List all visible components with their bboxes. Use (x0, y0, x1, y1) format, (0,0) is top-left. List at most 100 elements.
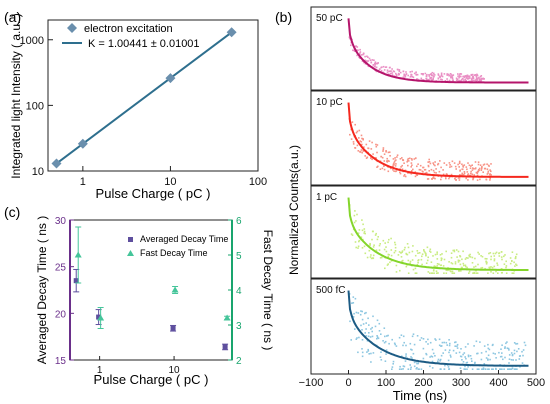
scatter-point (440, 259, 443, 262)
scatter-point (473, 266, 475, 268)
scatter-point (366, 351, 368, 353)
scatter-point (456, 343, 459, 346)
scatter-point (430, 76, 432, 79)
scatter-point (424, 172, 427, 174)
scatter-point (500, 272, 503, 274)
scatter-point (486, 261, 488, 264)
scatter-point (459, 263, 462, 266)
decay-fit-line (347, 102, 529, 178)
scatter-point (355, 131, 358, 134)
scatter-point (406, 243, 409, 245)
scatter-point (356, 144, 359, 147)
scatter-point (383, 69, 386, 71)
scatter-point (361, 229, 364, 232)
scatter-point (469, 253, 471, 256)
scatter-point (386, 335, 388, 337)
scatter-point (410, 74, 413, 76)
scatter-point (431, 78, 433, 81)
scatter-point (476, 172, 479, 174)
scatter-point (459, 255, 462, 258)
scatter-point (425, 75, 428, 77)
scatter-point (422, 347, 425, 350)
scatter-point (407, 74, 409, 77)
scatter-point (457, 163, 459, 166)
scatter-point (427, 165, 430, 168)
scatter-point (500, 256, 503, 258)
scatter-point (505, 266, 507, 269)
scatter-point (368, 332, 370, 334)
scatter-point (450, 256, 453, 259)
panel-label-a: (a) (4, 9, 21, 25)
panel-label-c: (c) (4, 204, 20, 220)
scatter-point (473, 174, 475, 176)
scatter-point (427, 161, 429, 163)
scatter-point (379, 168, 382, 170)
scatter-point (492, 252, 495, 255)
scatter-point (471, 169, 474, 171)
scatter-point (426, 259, 429, 262)
scatter-point (466, 266, 468, 269)
scatter-point (374, 61, 377, 63)
scatter-point (429, 73, 432, 76)
scatter-point (383, 153, 386, 155)
avg-data-point (222, 344, 228, 350)
scatter-point (369, 242, 371, 245)
scatter-point (448, 176, 451, 178)
scatter-point (357, 351, 359, 354)
scatter-point (357, 245, 360, 248)
scatter-point (458, 160, 461, 163)
scatter-point (365, 322, 367, 324)
scatter-point (461, 172, 463, 175)
scatter-point (349, 133, 351, 136)
scatter-point (403, 75, 405, 77)
scatter-point (458, 74, 461, 76)
decay-fit-line (347, 197, 529, 271)
scatter-point (489, 177, 491, 180)
scatter-point (475, 79, 477, 81)
scatter-point (501, 344, 503, 346)
scatter-point (461, 174, 464, 176)
scatter-point (360, 134, 363, 137)
scatter-point (495, 357, 497, 359)
scatter-point (437, 162, 440, 165)
scatter-point (362, 149, 365, 152)
scatter-point (447, 359, 450, 362)
scatter-point (476, 174, 479, 177)
scatter-point (407, 157, 410, 160)
scatter-point (392, 158, 395, 160)
scatter-point (504, 347, 506, 349)
scatter-point (455, 77, 458, 80)
scatter-point (441, 75, 444, 78)
scatter-point (376, 238, 379, 241)
scatter-point (457, 259, 460, 262)
scatter-cloud (348, 118, 492, 181)
scatter-point (513, 342, 516, 344)
scatter-point (415, 367, 418, 370)
scatter-point (503, 255, 505, 258)
scatter-point (469, 355, 472, 357)
scatter-point (438, 263, 440, 266)
scatter-point (419, 339, 421, 341)
scatter-point (448, 368, 451, 370)
scatter-point (386, 161, 389, 163)
scatter-point (432, 169, 435, 172)
scatter-point (432, 78, 434, 81)
scatter-point (375, 62, 377, 65)
scatter-point (392, 360, 395, 363)
scatter-point (521, 362, 524, 364)
scatter-point (416, 174, 419, 176)
scatter-point (458, 351, 461, 354)
scatter-point (462, 361, 465, 363)
scatter-point (351, 302, 353, 304)
scatter-point (351, 234, 354, 236)
panel-b-chart: 50 pC 10 pC 1 pC 500 fC −100 0 100 200 300 400 50… (287, 6, 545, 403)
scatter-point (394, 241, 396, 244)
scatter-point (377, 337, 380, 340)
scatter-point (378, 330, 381, 332)
panel-b-xlabel: Time (ns) (393, 388, 447, 403)
scatter-point (407, 172, 409, 174)
scatter-point (445, 177, 447, 180)
scatter-point (514, 265, 516, 267)
scatter-point (362, 52, 365, 55)
scatter-point (362, 53, 364, 56)
